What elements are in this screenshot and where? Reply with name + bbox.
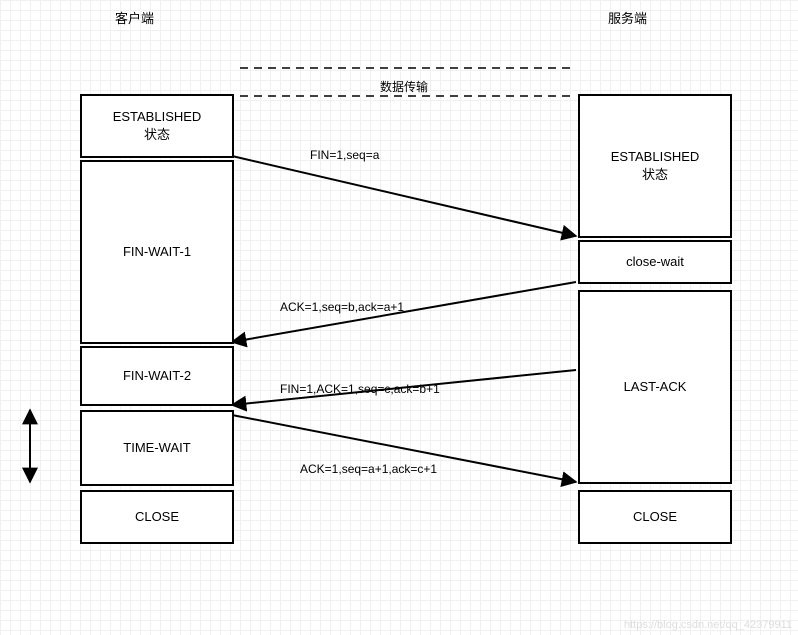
state-box-s_close: CLOSE bbox=[578, 490, 732, 544]
header-client: 客户端 bbox=[115, 8, 154, 27]
arrow-label-a1: FIN=1,seq=a bbox=[310, 148, 379, 162]
state-box-c_close: CLOSE bbox=[80, 490, 234, 544]
state-box-s_lastack: LAST-ACK bbox=[578, 290, 732, 484]
state-box-c_established: ESTABLISHED 状态 bbox=[80, 94, 234, 158]
watermark: https://blog.csdn.net/qq_42379911 bbox=[624, 619, 792, 631]
arrow-label-a4: ACK=1,seq=a+1,ack=c+1 bbox=[300, 462, 437, 476]
state-box-s_established: ESTABLISHED 状态 bbox=[578, 94, 732, 238]
arrow-label-a3: FIN=1,ACK=1,seq=c,ack=b+1 bbox=[280, 382, 440, 396]
header-server: 服务端 bbox=[608, 8, 647, 27]
state-box-s_closewait: close-wait bbox=[578, 240, 732, 284]
arrow-label-a2: ACK=1,seq=b,ack=a+1 bbox=[280, 300, 404, 314]
state-box-c_finwait1: FIN-WAIT-1 bbox=[80, 160, 234, 344]
data-transfer-label: 数据传输 bbox=[380, 78, 428, 95]
state-box-c_timewait: TIME-WAIT bbox=[80, 410, 234, 486]
state-box-c_finwait2: FIN-WAIT-2 bbox=[80, 346, 234, 406]
